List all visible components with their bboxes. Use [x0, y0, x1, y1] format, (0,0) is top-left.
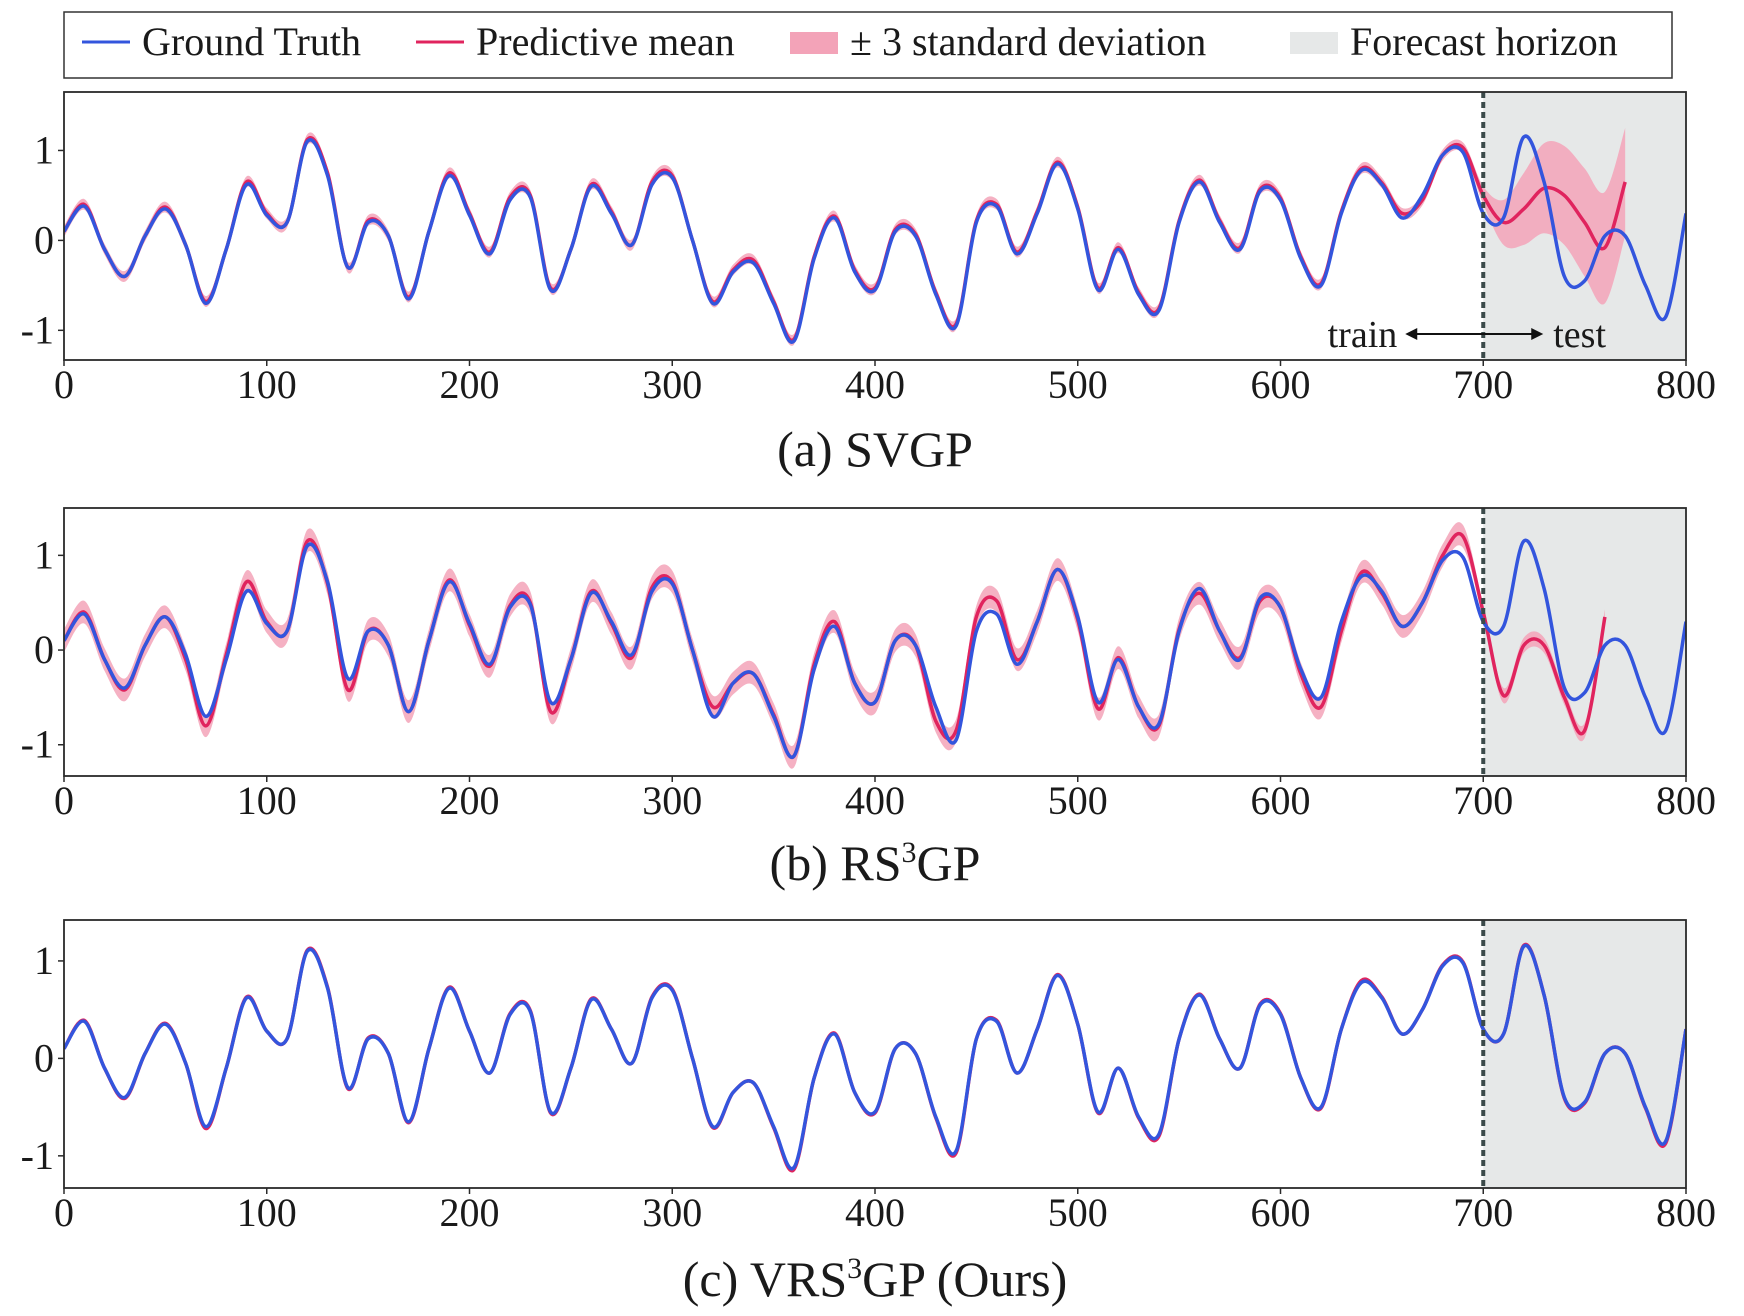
- test-annotation: test: [1553, 314, 1606, 356]
- x-tick-label: 100: [237, 1190, 297, 1235]
- series-lines-group: [64, 134, 1686, 344]
- caption-prefix: (c) VRS: [683, 1251, 847, 1307]
- x-tick-label: 800: [1656, 362, 1716, 407]
- ground-truth-line: [64, 943, 1686, 1171]
- y-tick-label: -1: [21, 722, 54, 767]
- legend: Ground Truth Predictive mean ± 3 standar…: [63, 11, 1673, 79]
- x-tick-label: 400: [845, 778, 905, 823]
- std-band-area: [64, 942, 1686, 1173]
- x-tick-label: 100: [237, 362, 297, 407]
- caption-prefix: (a) SVGP: [777, 421, 973, 477]
- x-tick-label: 100: [237, 778, 297, 823]
- legend-forecast-horizon-swatch: [1290, 32, 1338, 54]
- panel-caption: (c) VRS3GP (Ours): [683, 1251, 1067, 1307]
- y-tick-label: 0: [34, 627, 54, 672]
- legend-box: [63, 11, 1673, 79]
- x-tick-label: 700: [1453, 362, 1513, 407]
- y-tick-label: 1: [34, 532, 54, 577]
- caption-superscript: 3: [902, 836, 917, 869]
- caption-suffix: GP: [917, 835, 981, 891]
- panel-caption: (a) SVGP: [777, 421, 973, 477]
- x-tick-label: 300: [642, 1190, 702, 1235]
- legend-forecast-horizon-label: Forecast horizon: [1350, 19, 1618, 64]
- y-tick-label: 1: [34, 938, 54, 983]
- y-tick-label: 1: [34, 127, 54, 172]
- ground-truth-line: [64, 538, 1686, 759]
- panel-c-vrs3gp: 0 100 200 300 400 500 600 700 800-101(c) VRS3GP …: [21, 919, 1716, 1307]
- plot-frame: [63, 919, 1687, 1189]
- caption-suffix: GP (Ours): [862, 1251, 1067, 1307]
- forecast-horizon-region: [1483, 920, 1686, 1188]
- x-tick-label: 500: [1048, 1190, 1108, 1235]
- legend-predictive-mean-label: Predictive mean: [476, 19, 735, 64]
- caption-prefix: (b) RS: [770, 835, 902, 891]
- x-tick-label: 600: [1251, 362, 1311, 407]
- x-tick-label: 400: [845, 362, 905, 407]
- std-band-group: [64, 522, 1605, 769]
- x-tick-label: 700: [1453, 778, 1513, 823]
- x-tick-label: 600: [1251, 1190, 1311, 1235]
- x-tick-label: 500: [1048, 778, 1108, 823]
- panel-caption: (b) RS3GP: [770, 835, 981, 891]
- caption-superscript: 3: [847, 1252, 862, 1285]
- y-tick-label: -1: [21, 307, 54, 352]
- legend-ground-truth-label: Ground Truth: [142, 19, 361, 64]
- x-tick-label: 0: [54, 778, 74, 823]
- x-tick-label: 500: [1048, 362, 1108, 407]
- train-annotation: train: [1328, 314, 1398, 356]
- train-arrowhead: [1405, 328, 1418, 340]
- x-tick-label: 300: [642, 778, 702, 823]
- ground-truth-line: [64, 134, 1686, 344]
- std-band-area: [64, 522, 1605, 769]
- x-tick-label: 200: [440, 362, 500, 407]
- x-tick-label: 200: [440, 1190, 500, 1235]
- x-tick-label: 800: [1656, 778, 1716, 823]
- y-tick-label: -1: [21, 1133, 54, 1178]
- series-lines-group: [64, 942, 1686, 1173]
- legend-std-band-label: ± 3 standard deviation: [850, 19, 1206, 64]
- x-tick-label: 600: [1251, 778, 1311, 823]
- legend-std-band-swatch: [790, 32, 838, 54]
- series-lines-group: [64, 532, 1686, 760]
- x-tick-label: 0: [54, 362, 74, 407]
- y-tick-label: 0: [34, 1035, 54, 1080]
- x-tick-label: 700: [1453, 1190, 1513, 1235]
- x-tick-label: 0: [54, 1190, 74, 1235]
- std-band-group: [64, 942, 1686, 1173]
- x-tick-label: 400: [845, 1190, 905, 1235]
- predictive-mean-line: [64, 532, 1607, 760]
- panel-b-rs3gp: 0 100 200 300 400 500 600 700 800-101(b) RS3GP: [21, 507, 1716, 891]
- x-tick-label: 200: [440, 778, 500, 823]
- y-tick-label: 0: [34, 217, 54, 262]
- x-tick-label: 300: [642, 362, 702, 407]
- plot-frame: [63, 91, 1687, 361]
- predictive-mean-line: [64, 942, 1686, 1173]
- test-arrowhead: [1531, 328, 1544, 340]
- x-tick-label: 800: [1656, 1190, 1716, 1235]
